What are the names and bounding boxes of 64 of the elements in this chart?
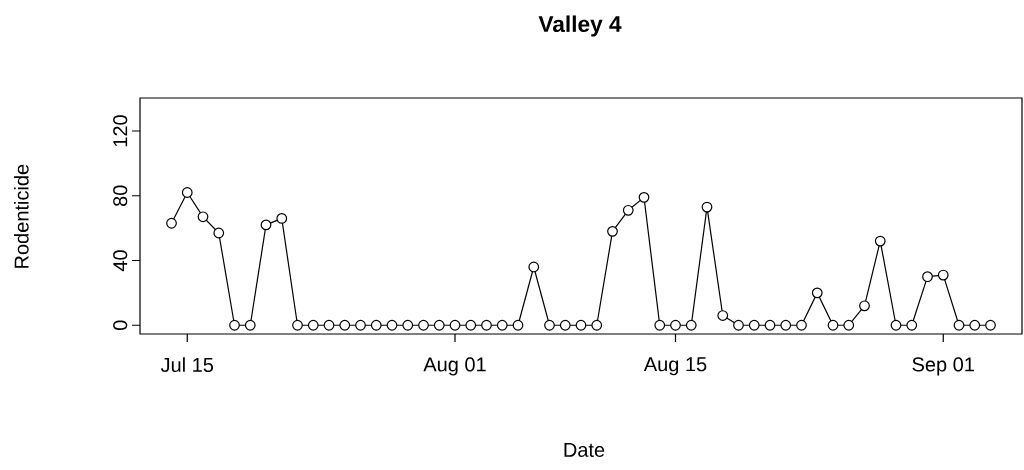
point <box>591 319 603 331</box>
point <box>717 310 729 321</box>
point <box>985 319 996 331</box>
y-axis-title: Rodenticide <box>14 164 29 268</box>
point <box>433 319 445 331</box>
point <box>197 211 209 223</box>
point <box>449 319 461 331</box>
point <box>622 204 634 216</box>
point <box>386 319 398 331</box>
point <box>213 227 225 239</box>
x-tick-label: Sep 01 <box>912 357 974 376</box>
point <box>339 319 351 331</box>
point <box>953 319 965 331</box>
point <box>559 319 571 331</box>
point <box>260 219 272 231</box>
point <box>402 319 414 331</box>
y-tick-label: 80 <box>113 185 128 206</box>
point <box>512 319 524 331</box>
point <box>355 319 366 331</box>
x-axis-title: Date <box>564 443 605 457</box>
point <box>874 235 886 247</box>
point <box>292 319 303 331</box>
point <box>465 319 477 331</box>
point <box>418 319 429 331</box>
point <box>827 319 839 331</box>
point <box>229 319 240 331</box>
point <box>859 300 870 312</box>
point <box>181 187 193 198</box>
point <box>937 269 949 281</box>
point <box>906 319 918 331</box>
point <box>748 319 760 331</box>
point <box>575 319 587 331</box>
point <box>764 319 776 331</box>
y-tick-label: 0 <box>113 320 128 331</box>
point <box>843 319 855 331</box>
x-tick-label: Aug 01 <box>423 357 486 376</box>
point <box>244 319 256 331</box>
point <box>544 319 555 331</box>
chart-title: Valley 4 <box>538 15 622 37</box>
point <box>496 319 508 331</box>
point <box>685 319 697 331</box>
point <box>811 287 823 299</box>
point <box>638 191 650 203</box>
point <box>796 319 807 331</box>
point <box>323 319 335 331</box>
y-tick-label: 120 <box>113 115 128 147</box>
point <box>733 319 744 331</box>
x-tick-label: Aug 15 <box>643 357 707 376</box>
point <box>780 319 792 331</box>
point <box>307 319 319 331</box>
point <box>481 319 492 331</box>
point <box>370 319 382 331</box>
point <box>276 213 288 224</box>
x-tick-label: Jul 15 <box>160 357 214 373</box>
point <box>607 225 618 237</box>
point <box>701 201 713 213</box>
y-tick-label: 40 <box>113 250 128 272</box>
point <box>166 217 177 229</box>
point <box>969 319 981 331</box>
point <box>890 319 902 331</box>
point <box>528 261 540 273</box>
point <box>654 319 666 331</box>
point <box>670 319 681 331</box>
point <box>922 271 933 283</box>
